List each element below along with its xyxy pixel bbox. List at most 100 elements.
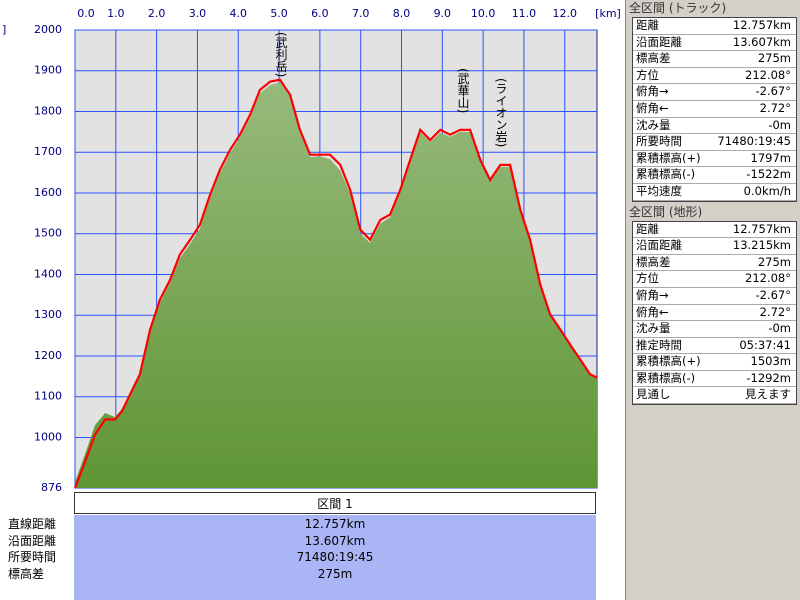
row-value: 0.0km/h xyxy=(743,183,791,198)
peak-label: (ライオン岩) xyxy=(494,78,508,147)
panel-title: 全区間 (トラック) xyxy=(629,1,727,15)
panel-row: 距離 12.757km xyxy=(633,18,796,35)
panel-row: 沈み量 -0m xyxy=(633,321,796,338)
panel-row: 方位 212.08° xyxy=(633,271,796,288)
panel-row: 距離 12.757km xyxy=(633,222,796,239)
x-unit: [km] xyxy=(595,7,621,20)
x-tick-label: 9.0 xyxy=(434,7,452,20)
section-row: 標高差 275m xyxy=(0,566,625,582)
row-label: 沈み量 xyxy=(636,117,671,132)
row-label: 標高差 xyxy=(8,566,45,581)
row-label: 累積標高(-) xyxy=(636,370,696,385)
row-value: 275m xyxy=(757,254,791,269)
panel-row: 所要時間 71480:19:45 xyxy=(633,134,796,151)
panel-row: 沈み量 -0m xyxy=(633,118,796,135)
row-value: 13.607km xyxy=(732,34,791,49)
row-value: -1522m xyxy=(746,167,791,182)
row-value: -2.67° xyxy=(755,287,791,302)
y-tick-label: 1100 xyxy=(34,390,62,403)
panel-table: 距離 12.757km 沿面距離 13.215km 標高差 275m 方位 212.08° 俯角… xyxy=(632,220,797,406)
panel-row: 俯角→ -2.67° xyxy=(633,288,796,305)
panel-row: 推定時間 05:37:41 xyxy=(633,338,796,355)
x-tick-label: 7.0 xyxy=(352,7,370,20)
row-value: 12.757km xyxy=(732,221,791,236)
row-value: -1292m xyxy=(746,370,791,385)
y-tick-label: 1300 xyxy=(34,308,62,321)
panel-row: 俯角→ -2.67° xyxy=(633,84,796,101)
row-value: 275m xyxy=(317,566,353,581)
panel-row: 平均速度 0.0km/h xyxy=(633,184,796,201)
panel-title: 全区間 (地形) xyxy=(629,204,703,219)
panel-row: 標高差 275m xyxy=(633,51,796,68)
y-tick-label: 1400 xyxy=(34,267,62,280)
row-value: 12.757km xyxy=(732,18,791,32)
row-value: 2.72° xyxy=(759,100,791,115)
panel-row: 累積標高(-) -1522m xyxy=(633,167,796,184)
x-tick-label: 4.0 xyxy=(230,7,248,20)
panel-row: 沿面距離 13.607km xyxy=(633,35,796,52)
row-value: 12.757km xyxy=(304,517,366,531)
section-band xyxy=(74,515,596,600)
row-value: 1503m xyxy=(750,354,791,369)
row-label: 累積標高(-) xyxy=(636,167,696,182)
terrain-shade xyxy=(75,82,597,488)
x-tick-label: 6.0 xyxy=(311,7,329,20)
row-label: 累積標高(+) xyxy=(636,354,701,369)
x-tick-label: 10.0 xyxy=(471,7,496,20)
section-row: 所要時間 71480:19:45 xyxy=(0,549,625,565)
peak-label: (武華山) xyxy=(456,68,470,113)
row-label: 所要時間 xyxy=(636,134,682,149)
row-label: 累積標高(+) xyxy=(636,150,701,165)
row-value: 見えます xyxy=(745,387,791,402)
row-value: 2.72° xyxy=(759,304,791,319)
y-tick-label: 1900 xyxy=(34,64,62,77)
y-tick-label: 876 xyxy=(41,481,62,492)
panel-row: 沿面距離 13.215km xyxy=(633,238,796,255)
x-tick-label: 3.0 xyxy=(189,7,207,20)
row-label: 沿面距離 xyxy=(636,34,682,49)
row-value: 13.607km xyxy=(304,533,366,548)
row-label: 距離 xyxy=(636,18,659,32)
row-label: 平均速度 xyxy=(636,183,682,198)
row-value: 212.08° xyxy=(745,67,791,82)
panel-row: 累積標高(+) 1797m xyxy=(633,151,796,168)
section-title: 区間 1 xyxy=(74,492,596,514)
row-value: 1797m xyxy=(750,150,791,165)
y-tick-label: 1200 xyxy=(34,349,62,362)
x-tick-label: 2.0 xyxy=(148,7,166,20)
peak-label: (武利岳) xyxy=(274,32,288,77)
side-panel: 全区間 (トラック) 距離 12.757km 沿面距離 13.607km 標高差 275m 方… xyxy=(625,0,800,600)
row-label: 距離 xyxy=(636,221,659,236)
row-value: -2.67° xyxy=(755,84,791,99)
row-value: 275m xyxy=(757,51,791,66)
row-label: 俯角→ xyxy=(636,84,669,99)
row-label: 沿面距離 xyxy=(636,238,682,253)
y-tick-label: 1600 xyxy=(34,186,62,199)
y-tick-label: 1500 xyxy=(34,227,62,240)
row-label: 標高差 xyxy=(636,254,671,269)
y-unit: ] xyxy=(2,23,6,36)
panel-row: 累積標高(-) -1292m xyxy=(633,371,796,388)
y-tick-label: 1000 xyxy=(34,430,62,443)
panel-row: 俯角← 2.72° xyxy=(633,305,796,322)
x-tick-label: 8.0 xyxy=(393,7,411,20)
panel-row: 見通し 見えます xyxy=(633,387,796,405)
row-value: 212.08° xyxy=(745,271,791,286)
row-value: -0m xyxy=(768,321,791,336)
row-label: 俯角→ xyxy=(636,287,669,302)
x-tick-label: 0.0 xyxy=(77,7,95,20)
row-value: 13.215km xyxy=(732,238,791,253)
x-tick-label: 12.0 xyxy=(553,7,578,20)
row-value: 71480:19:45 xyxy=(717,134,791,149)
x-tick-label: 5.0 xyxy=(270,7,288,20)
panel-row: 俯角← 2.72° xyxy=(633,101,796,118)
row-label: 俯角← xyxy=(636,100,669,115)
row-label: 方位 xyxy=(636,67,659,82)
x-tick-label: 1.0 xyxy=(107,7,125,20)
row-label: 方位 xyxy=(636,271,659,286)
row-value: -0m xyxy=(768,117,791,132)
panel-row: 方位 212.08° xyxy=(633,68,796,85)
y-tick-label: 1800 xyxy=(34,104,62,117)
section-row: 直線距離 12.757km xyxy=(0,516,625,532)
